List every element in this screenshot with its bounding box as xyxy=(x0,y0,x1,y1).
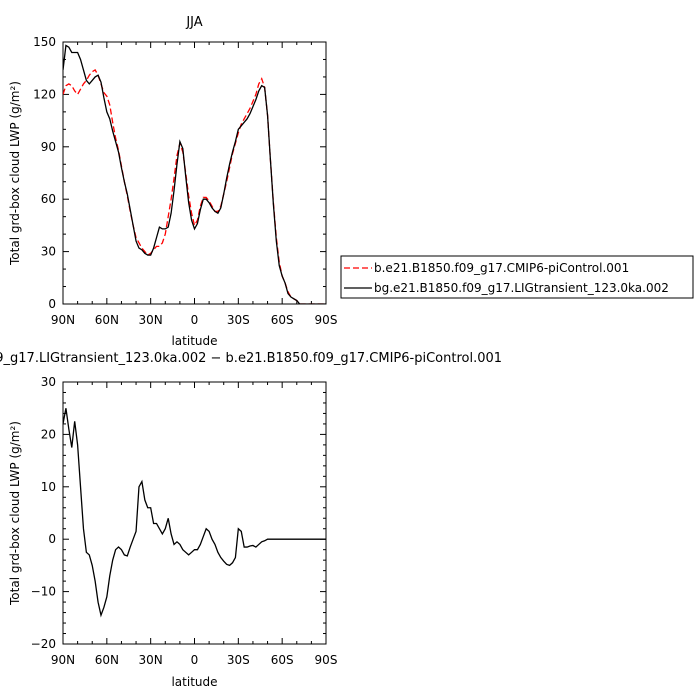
x-tick-label: 30S xyxy=(227,653,250,667)
x-tick-label: 90N xyxy=(51,313,75,327)
x-tick-label: 30S xyxy=(227,313,250,327)
y-tick-label: −10 xyxy=(31,585,56,599)
y-tick-label: −20 xyxy=(31,637,56,651)
y-tick-label: 10 xyxy=(41,480,56,494)
y-tick-label: 0 xyxy=(48,297,56,311)
y-tick-label: 30 xyxy=(41,375,56,389)
plot-frame xyxy=(62,381,327,645)
y-tick-label: 120 xyxy=(33,87,56,101)
series-line-0 xyxy=(63,69,326,304)
x-tick-label: 90S xyxy=(315,313,338,327)
legend-label-1: bg.e21.B1850.f09_g17.LIGtransient_123.0k… xyxy=(374,281,669,295)
x-tick-label: 0 xyxy=(191,653,199,667)
x-tick-label: 30N xyxy=(139,653,163,667)
top-panel: JJA 90N 60N 30N 0 30S 60S 90S 0 30 60 90 120 150 latit… xyxy=(8,15,337,348)
bottom-panel: bg.e21.B1850.f09_g17.LIGtransient_123.0k… xyxy=(0,351,502,689)
x-tick-label: 60S xyxy=(271,653,294,667)
chart-title: bg.e21.B1850.f09_g17.LIGtransient_123.0k… xyxy=(0,351,502,366)
series-line-1 xyxy=(63,44,326,304)
legend: b.e21.B1850.f09_g17.CMIP6-piControl.001b… xyxy=(340,255,694,299)
x-tick-label: 90S xyxy=(315,653,338,667)
x-tick-label: 0 xyxy=(191,313,199,327)
y-tick-label: 150 xyxy=(33,35,56,49)
legend-box xyxy=(340,255,694,299)
y-tick-label: 20 xyxy=(41,427,56,441)
x-axis-label: latitude xyxy=(171,675,217,689)
x-tick-label: 60N xyxy=(95,313,119,327)
plot-frame xyxy=(62,41,327,305)
y-tick-label: 30 xyxy=(41,245,56,259)
y-axis-label: Total grd-box cloud LWP (g/m²) xyxy=(8,81,22,266)
x-tick-label: 60N xyxy=(95,653,119,667)
chart-title: JJA xyxy=(185,15,202,30)
x-tick-label: 30N xyxy=(139,313,163,327)
y-axis-label: Total grd-box cloud LWP (g/m²) xyxy=(8,421,22,606)
legend-label-0: b.e21.B1850.f09_g17.CMIP6-piControl.001 xyxy=(374,261,629,275)
x-axis-label: latitude xyxy=(171,334,217,348)
series-line-0 xyxy=(63,408,326,618)
y-tick-label: 60 xyxy=(41,192,56,206)
y-tick-label: 0 xyxy=(48,532,56,546)
x-tick-label: 90N xyxy=(51,653,75,667)
x-tick-label: 60S xyxy=(271,313,294,327)
y-tick-label: 90 xyxy=(41,140,56,154)
